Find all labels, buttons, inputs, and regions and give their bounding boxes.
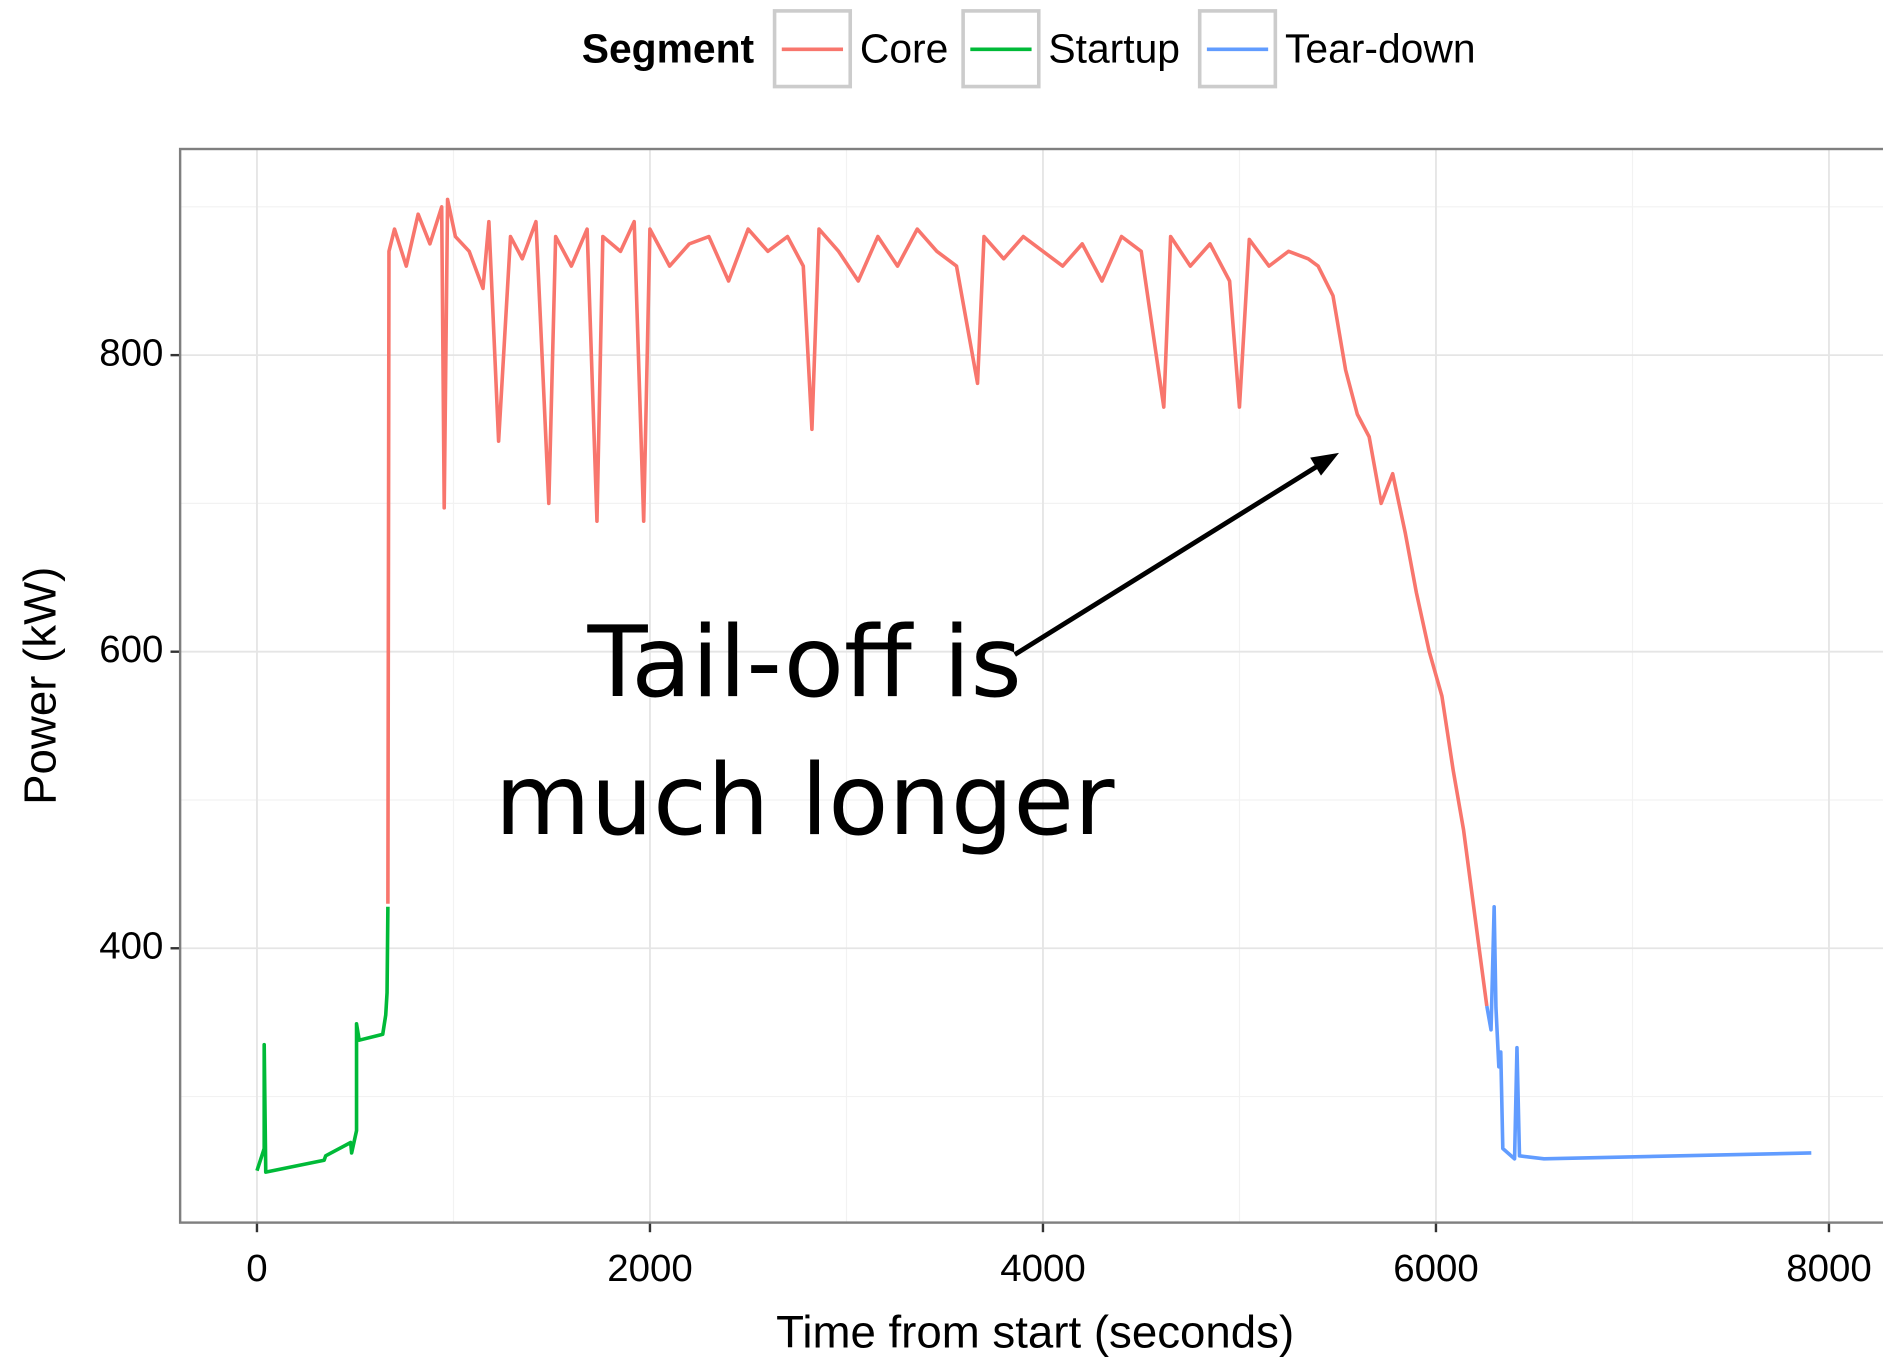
legend-title: Segment xyxy=(582,26,755,72)
legend-label: Startup xyxy=(1048,26,1180,72)
series-line xyxy=(1485,904,1812,1161)
y-tick-label: 400 xyxy=(99,924,163,967)
annotation-layer: Tail-off is much longer xyxy=(495,452,1339,858)
annotation-arrowhead xyxy=(1310,452,1339,476)
annotation-text: much longer xyxy=(495,744,1115,858)
y-tick-label: 800 xyxy=(99,331,163,374)
x-tick-label: 0 xyxy=(246,1247,267,1290)
plot-border xyxy=(178,147,1883,1224)
series-line xyxy=(255,906,390,1174)
x-tick-label: 6000 xyxy=(1393,1247,1478,1290)
y-axis-title: Power (kW) xyxy=(14,567,65,805)
legend-label: Core xyxy=(860,26,949,72)
x-tick-label: 2000 xyxy=(607,1247,692,1290)
x-tick-label: 4000 xyxy=(1000,1247,1085,1290)
annotation-text: Tail-off is xyxy=(586,606,1021,720)
x-tick-label: 8000 xyxy=(1786,1247,1871,1290)
plot-panel xyxy=(180,149,1883,1223)
annotation-arrow xyxy=(1013,460,1325,657)
legend-label: Tear-down xyxy=(1285,26,1476,72)
series-line xyxy=(386,197,1489,1007)
y-tick-label: 600 xyxy=(99,628,163,671)
x-axis-title: Time from start (seconds) xyxy=(776,1307,1294,1358)
